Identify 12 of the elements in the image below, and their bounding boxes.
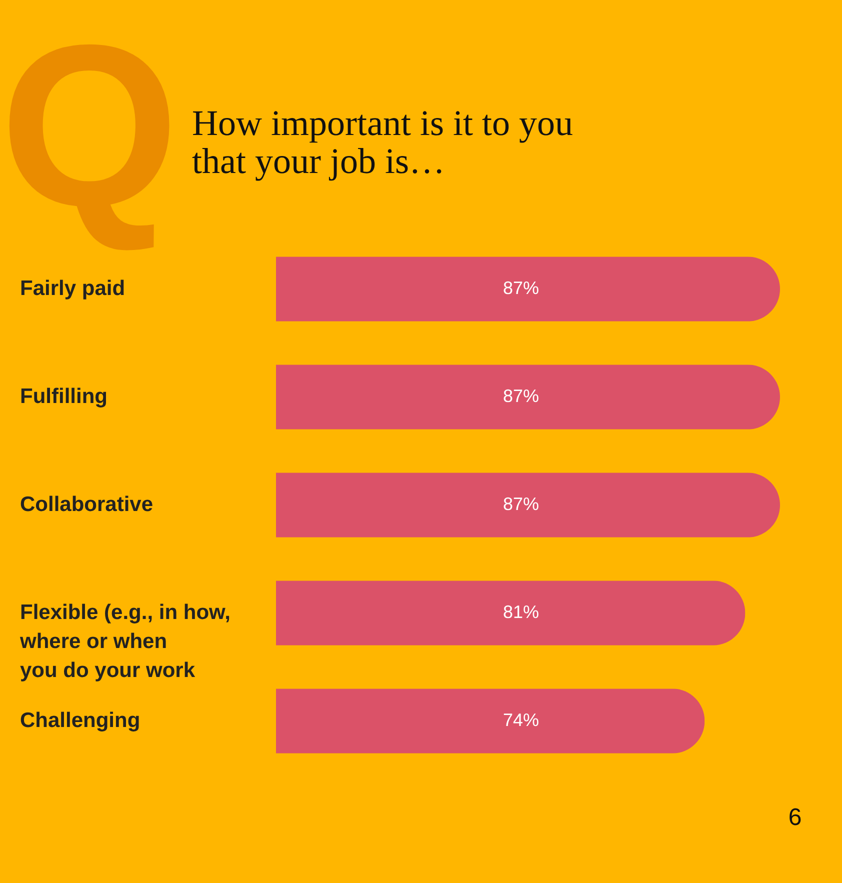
text: 6 (788, 804, 802, 831)
y-tick-label: Collaborative (20, 493, 154, 516)
y-tick-label: Flexible (e.g., in how, where or when you do your work (19, 601, 230, 682)
y-tick-label: Fairly paid (20, 277, 126, 300)
data-label: 87% (502, 278, 540, 298)
data-label: 87% (502, 494, 540, 514)
data-label: 81% (502, 602, 540, 622)
data-label: 74% (502, 710, 540, 730)
y-tick-label: Fulfilling (20, 385, 108, 408)
data-label: 87% (502, 386, 540, 406)
chart-title: How important is it to you that your job is… (192, 103, 573, 181)
y-tick-label: Challenging (20, 709, 140, 732)
